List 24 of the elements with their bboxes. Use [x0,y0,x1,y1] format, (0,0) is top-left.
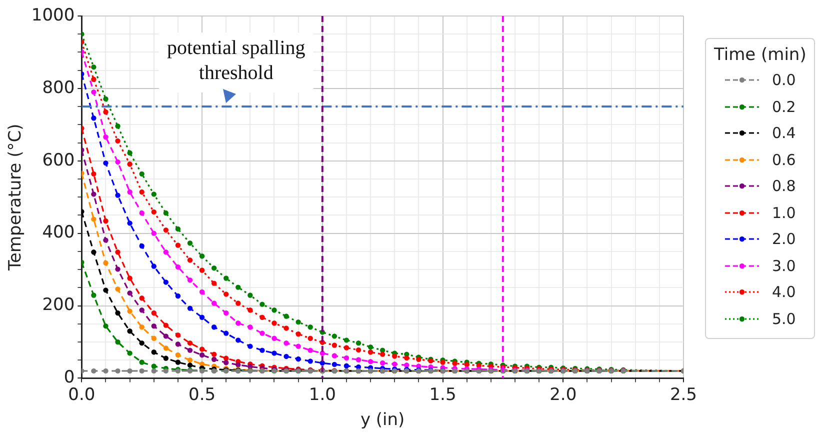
legend-label: 0.0 [772,70,796,91]
x-tick-label: 2.0 [550,384,577,405]
x-tick-label: 2.5 [670,384,698,405]
legend-label: 0.4 [772,123,796,144]
legend-label: 0.6 [772,150,796,170]
y-tick-label: 600 [42,150,75,170]
legend-label: 0.2 [772,96,796,118]
y-tick-label: 400 [42,222,75,243]
x-tick-label: 0.5 [188,384,216,405]
y-tick-label: 200 [42,295,75,316]
legend-label: 1.0 [772,202,796,224]
x-tick-label: 1.0 [308,384,336,405]
y-axis-title: Temperature (°C) [6,124,26,272]
legend-label: 0.8 [772,176,796,197]
annotation: potential spalling threshold [166,36,306,84]
y-tick-label: 800 [42,78,75,98]
y-tick-label: 1000 [31,5,75,26]
x-tick-label: 1.5 [429,384,456,405]
legend-label: 3.0 [772,256,796,276]
legend-label: 2.0 [772,229,796,250]
legend-label: 5.0 [772,308,796,330]
legend-title: Time (min) [714,45,806,65]
legend-label: 4.0 [772,282,796,303]
x-axis-title: y (in) [360,410,405,430]
